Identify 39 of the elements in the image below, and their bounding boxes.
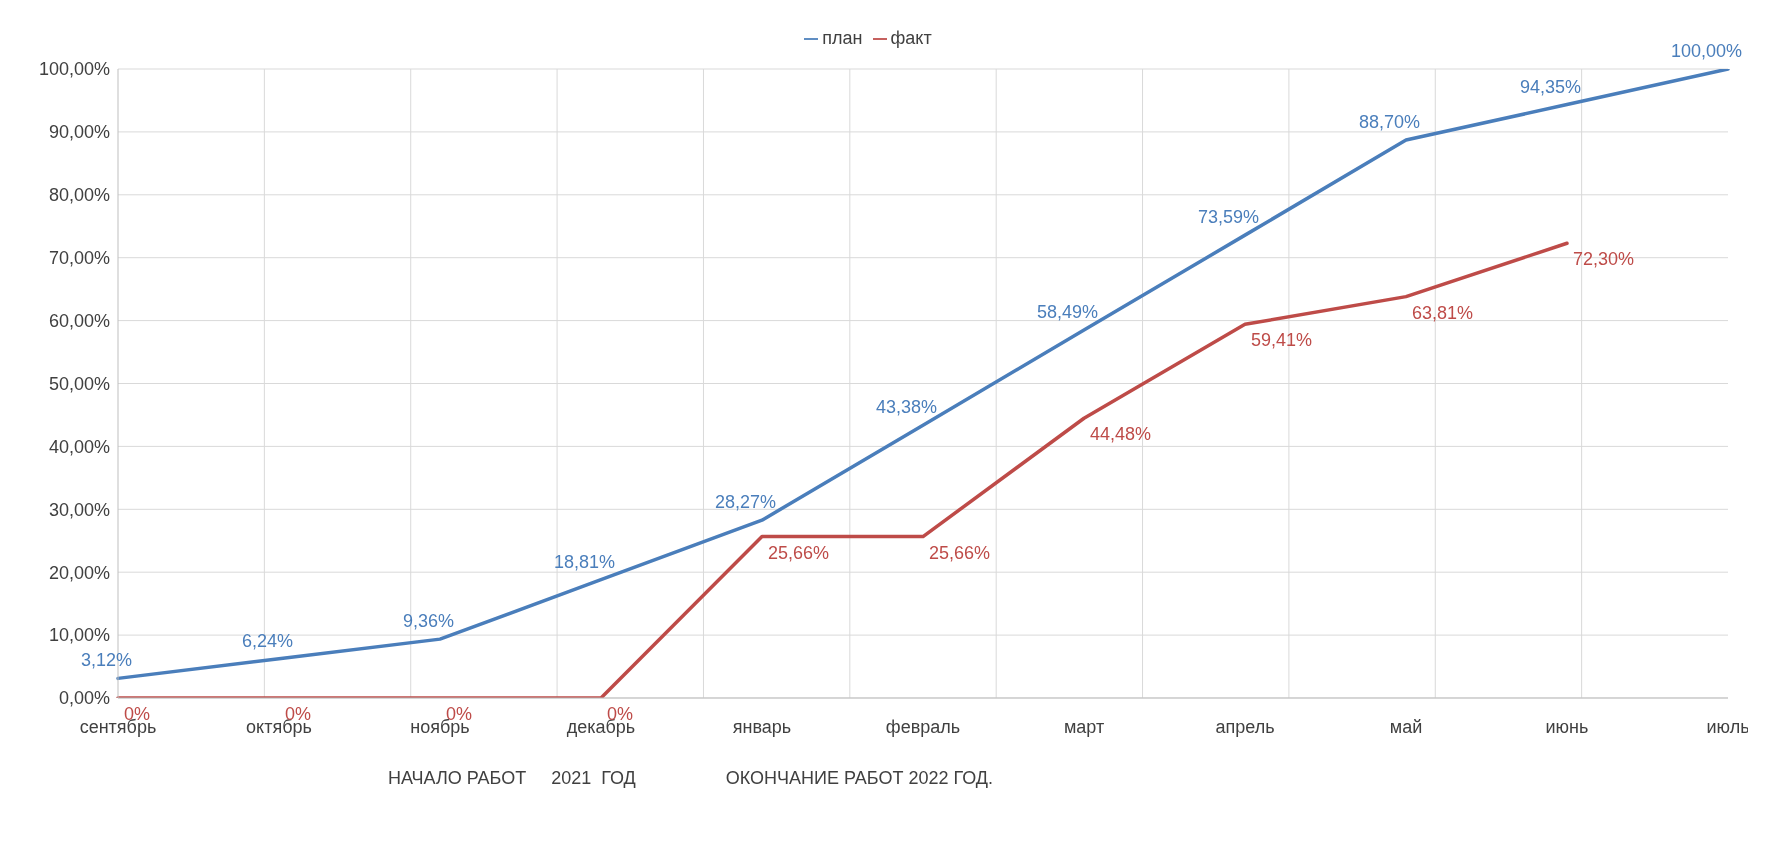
legend-label: факт bbox=[890, 28, 932, 48]
y-tick-label: 100,00% bbox=[38, 59, 110, 80]
y-tick-label: 60,00% bbox=[48, 310, 110, 331]
y-tick-label: 20,00% bbox=[48, 562, 110, 583]
y-tick-label: 40,00% bbox=[48, 436, 110, 457]
data-label: 28,27% bbox=[714, 492, 776, 513]
y-tick-label: 70,00% bbox=[48, 248, 110, 269]
data-label: 3,12% bbox=[80, 650, 132, 671]
data-label: 44,48% bbox=[1090, 424, 1152, 445]
data-label: 43,38% bbox=[875, 397, 937, 418]
data-label: 6,24% bbox=[241, 630, 293, 651]
x-tick-label: апрель bbox=[1215, 716, 1275, 737]
text: НАЧАЛО РАБОТ 2021 ГОД bbox=[388, 768, 636, 789]
text: ОКОНЧАНИЕ РАБОТ 2022 ГОД. bbox=[725, 768, 994, 789]
y-tick-label: 90,00% bbox=[48, 122, 110, 143]
y-tick-label: 10,00% bbox=[48, 625, 110, 646]
data-label: 73,59% bbox=[1197, 207, 1259, 228]
x-tick-label: январь bbox=[732, 716, 792, 737]
data-label: 100,00% bbox=[1670, 41, 1742, 61]
x-tick-label: май bbox=[1389, 716, 1423, 737]
x-tick-label: март bbox=[1063, 716, 1105, 737]
data-label: 88,70% bbox=[1358, 112, 1420, 133]
data-label: 63,81% bbox=[1412, 302, 1474, 323]
data-label: 94,35% bbox=[1519, 76, 1581, 97]
data-label: 9,36% bbox=[402, 611, 454, 632]
x-tick-label: июль bbox=[1706, 716, 1750, 737]
y-tick-label: 80,00% bbox=[48, 185, 110, 206]
data-label: 25,66% bbox=[768, 542, 830, 563]
data-label: 72,30% bbox=[1573, 249, 1635, 270]
legend-label: план bbox=[822, 28, 863, 48]
y-tick-label: 0,00% bbox=[58, 688, 110, 709]
x-tick-label: июнь bbox=[1545, 716, 1589, 737]
data-label: 58,49% bbox=[1036, 302, 1098, 323]
x-tick-label: февраль bbox=[885, 716, 961, 737]
data-label: 59,41% bbox=[1251, 330, 1313, 351]
y-tick-label: 50,00% bbox=[48, 373, 110, 394]
y-tick-label: 30,00% bbox=[48, 499, 110, 520]
data-label: 18,81% bbox=[553, 551, 615, 572]
data-label: 25,66% bbox=[929, 542, 991, 563]
